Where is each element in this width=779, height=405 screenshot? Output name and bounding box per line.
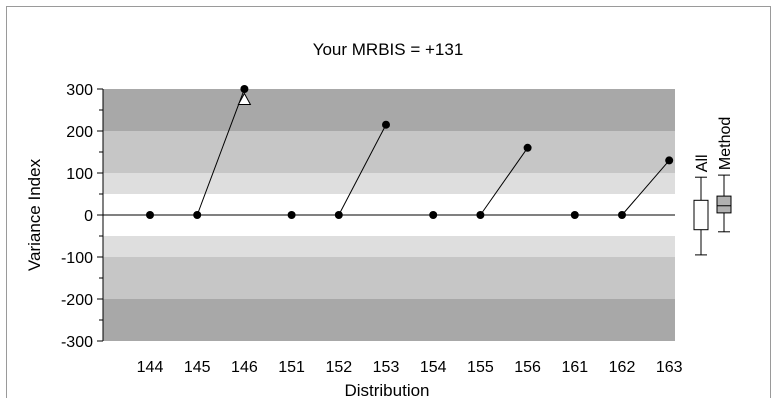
x-tick-label: 151 bbox=[278, 359, 305, 376]
boxplot-all: All bbox=[693, 154, 711, 256]
boxplot-box bbox=[716, 195, 732, 214]
x-tick-label: 156 bbox=[514, 359, 541, 376]
y-tick-label: -100 bbox=[61, 250, 93, 267]
band-1 bbox=[103, 131, 675, 173]
data-point-155 bbox=[476, 211, 485, 219]
data-point-153 bbox=[382, 120, 390, 129]
clipped-marker-triangle bbox=[237, 92, 252, 105]
y-tick-label: -200 bbox=[61, 292, 93, 309]
boxplot-box bbox=[693, 199, 709, 231]
y-tick-label: -300 bbox=[61, 334, 93, 351]
data-point-151 bbox=[287, 211, 296, 219]
x-tick-label: 154 bbox=[420, 359, 447, 376]
connector-line bbox=[196, 88, 245, 216]
x-tick-label: 155 bbox=[467, 359, 494, 376]
y-axis-label: Variance Index bbox=[25, 158, 44, 271]
data-point-161 bbox=[570, 211, 579, 219]
y-tick-label: 300 bbox=[66, 82, 93, 99]
data-point-145 bbox=[193, 211, 202, 219]
x-tick-label: 144 bbox=[137, 359, 164, 376]
data-point-162 bbox=[618, 211, 626, 219]
x-tick-label: 153 bbox=[373, 359, 400, 376]
chart-title: Your MRBIS = +131 bbox=[313, 40, 464, 59]
x-tick-label: 162 bbox=[609, 359, 636, 376]
y-tick-label: 0 bbox=[84, 208, 93, 225]
connector-line bbox=[621, 160, 670, 216]
band-4 bbox=[103, 236, 675, 257]
data-point-146 bbox=[240, 85, 249, 93]
data-point-152 bbox=[334, 211, 343, 219]
boxplot-label: All bbox=[694, 154, 711, 172]
variance-index-chart: 300 200 100 0 -100 -200 -300 144 145 146 151 152 15… bbox=[25, 40, 734, 399]
chart-frame: 300 200 100 0 -100 -200 -300 144 145 146 151 152 15… bbox=[6, 6, 771, 399]
band-6 bbox=[103, 299, 675, 341]
connector-line bbox=[479, 147, 529, 216]
y-tick-label: 200 bbox=[66, 124, 93, 141]
boxplot-label: Method bbox=[717, 117, 734, 170]
data-point-156 bbox=[523, 143, 532, 152]
x-ticks: 144 145 146 151 152 153 154 155 156 161 162 163 bbox=[137, 359, 683, 376]
x-tick-label: 145 bbox=[184, 359, 211, 376]
data-point-144 bbox=[146, 211, 154, 219]
data-point-163 bbox=[665, 156, 674, 165]
connector-lines bbox=[196, 88, 670, 216]
connector-line bbox=[338, 124, 387, 216]
x-axis-label: Distribution bbox=[344, 381, 429, 399]
data-points bbox=[146, 85, 674, 219]
y-tick-label: 100 bbox=[66, 166, 93, 183]
band-2 bbox=[103, 173, 675, 194]
x-tick-label: 161 bbox=[561, 359, 588, 376]
y-ticks: 300 200 100 0 -100 -200 -300 bbox=[61, 82, 103, 351]
boxplots: All Method bbox=[693, 117, 734, 256]
band-5 bbox=[103, 257, 675, 299]
boxplot-method: Method bbox=[716, 117, 734, 233]
x-tick-label: 163 bbox=[656, 359, 683, 376]
x-tick-label: 152 bbox=[325, 359, 352, 376]
x-tick-label: 146 bbox=[231, 359, 258, 376]
data-point-154 bbox=[429, 211, 438, 219]
